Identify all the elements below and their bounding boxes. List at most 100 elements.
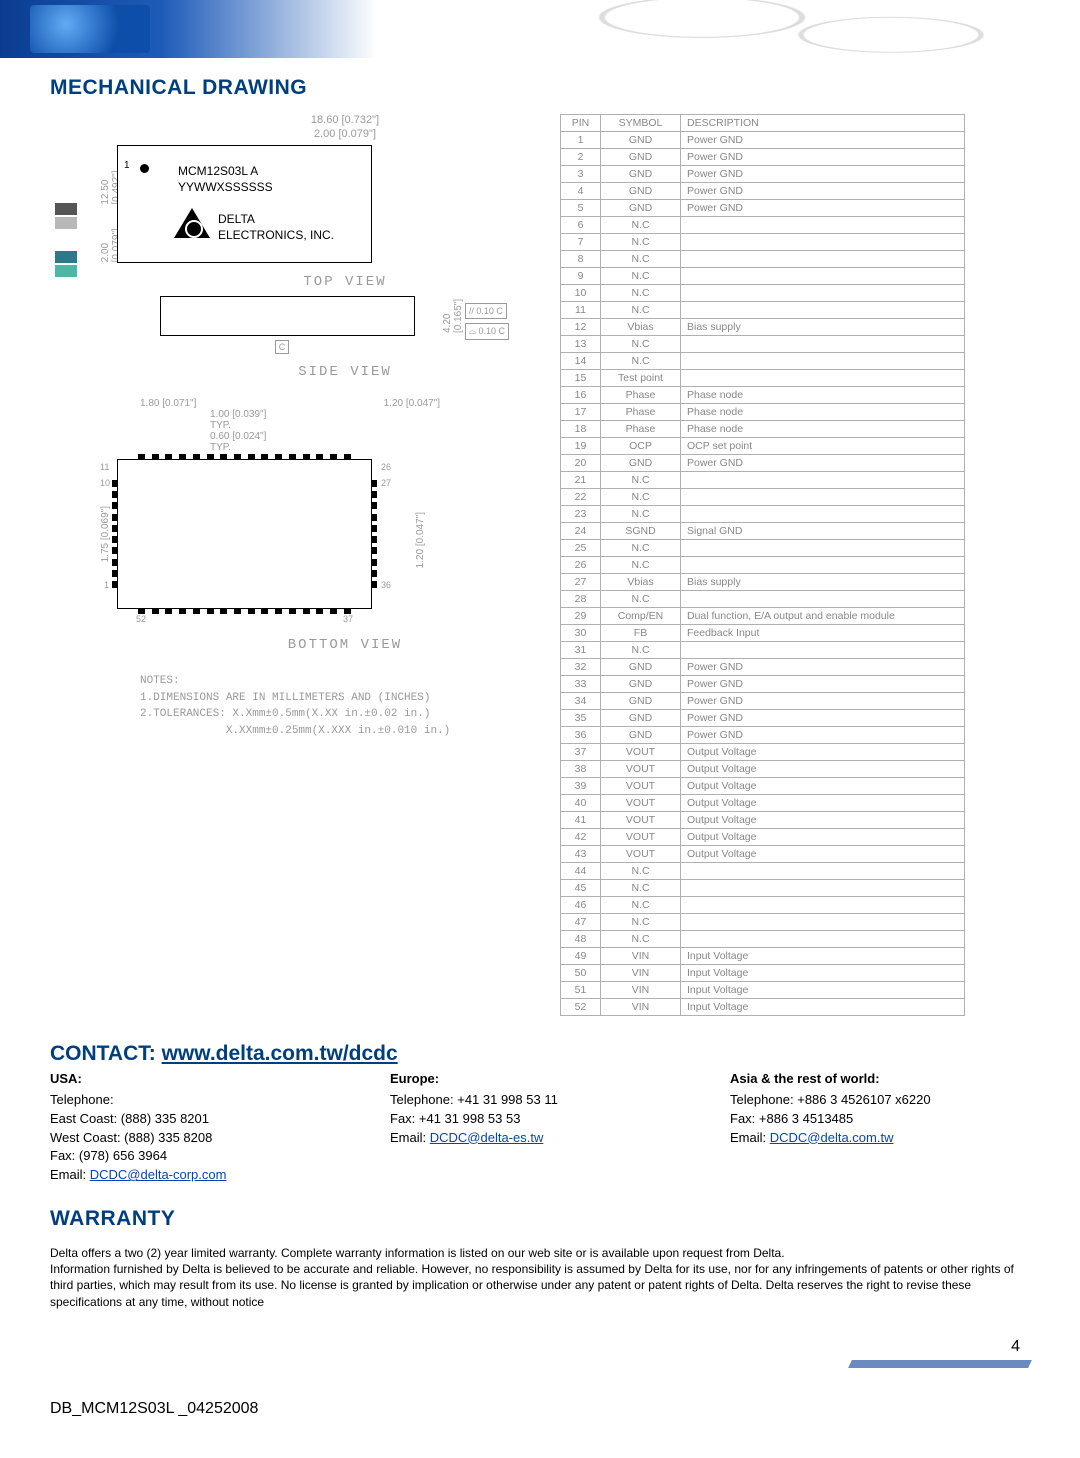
pin-27: 27 [381,478,391,488]
table-row: 21N.C [561,472,965,489]
table-row: 7N.C [561,234,965,251]
note-2: 2.TOLERANCES: X.Xmm±0.5mm(X.XX in.±0.02 … [140,706,530,723]
pin1-label: 1 [124,160,130,171]
table-row: 35GNDPower GND [561,710,965,727]
table-row: 32GNDPower GND [561,659,965,676]
contact-europe-title: Europe: [390,1070,690,1089]
dim-bottom-typ2: TYP. [210,442,530,453]
dim-bottom-left-v: 1.75 [0.069"] [100,506,111,562]
table-row: 8N.C [561,251,965,268]
dim-side-height: 4.20 [0.165"] [442,289,464,333]
table-row: 34GNDPower GND [561,693,965,710]
table-row: 2GNDPower GND [561,149,965,166]
table-row: 47N.C [561,914,965,931]
table-row: 50VINInput Voltage [561,965,965,982]
table-row: 17PhasePhase node [561,404,965,421]
contact-line: Fax: +41 31 998 53 53 [390,1110,690,1129]
section-title-warranty: WARRANTY [50,1207,1030,1231]
pin-table-header: SYMBOL [601,115,681,132]
section-title-contact: CONTACT: www.delta.com.tw/dcdc [50,1042,1030,1066]
module-company: ELECTRONICS, INC. [218,228,334,242]
table-row: 5GNDPower GND [561,200,965,217]
table-row: 29Comp/ENDual function, E/A output and e… [561,608,965,625]
usa-email-link[interactable]: DCDC@delta-corp.com [90,1167,227,1182]
table-row: 33GNDPower GND [561,676,965,693]
contact-europe: Europe: Telephone: +41 31 998 53 11Fax: … [390,1070,690,1185]
contact-line: Telephone: +41 31 998 53 11 [390,1091,690,1110]
label-bottom-view: BOTTOM VIEW [160,637,530,653]
pin-11: 11 [100,462,109,472]
contact-line: Fax: +886 3 4513485 [730,1110,1030,1129]
table-row: 37VOUTOutput Voltage [561,744,965,761]
asia-email-link[interactable]: DCDC@delta.com.tw [770,1130,894,1145]
contact-asia: Asia & the rest of world: Telephone: +88… [730,1070,1030,1185]
dim-top-outer: 18.60 [0.732"] [160,114,530,126]
contact-columns: USA: Telephone:East Coast: (888) 335 820… [50,1070,1030,1185]
page-number: 4 [50,1338,1030,1356]
pin-table-header: PIN [561,115,601,132]
table-row: 51VINInput Voltage [561,982,965,999]
eu-email-label: Email: [390,1130,430,1145]
table-row: 46N.C [561,897,965,914]
table-row: 26N.C [561,557,965,574]
eu-email-link[interactable]: DCDC@delta-es.tw [430,1130,544,1145]
contact-line: Fax: (978) 656 3964 [50,1147,350,1166]
table-row: 22N.C [561,489,965,506]
label-side-view: SIDE VIEW [160,364,530,380]
table-row: 18PhasePhase node [561,421,965,438]
contact-line: East Coast: (888) 335 8201 [50,1110,350,1129]
module-datecode: YYWWXSSSSSS [178,180,273,194]
pin-26: 26 [381,462,391,472]
table-row: 24SGNDSignal GND [561,523,965,540]
table-row: 3GNDPower GND [561,166,965,183]
gd-t-profile: ⌓ 0.10 C [465,323,509,339]
table-row: 43VOUTOutput Voltage [561,846,965,863]
bottom-view-box: 11 26 10 27 1 36 52 37 1.20 [0.047"] [117,459,372,609]
table-row: 11N.C [561,302,965,319]
table-row: 23N.C [561,506,965,523]
label-top-view: TOP VIEW [160,274,530,290]
table-row: 45N.C [561,880,965,897]
contact-line: West Coast: (888) 335 8208 [50,1129,350,1148]
dim-bottom-left: 1.80 [0.071"] [140,398,196,409]
table-row: 36GNDPower GND [561,727,965,744]
table-row: 40VOUTOutput Voltage [561,795,965,812]
section-title-mechanical: MECHANICAL DRAWING [50,76,1030,100]
drawing-notes: NOTES: 1.DIMENSIONS ARE IN MILLIMETERS A… [140,673,530,739]
document-id: DB_MCM12S03L _04252008 [50,1400,1030,1438]
pin-table: PINSYMBOLDESCRIPTION 1GNDPower GND2GNDPo… [560,114,965,1016]
table-row: 4GNDPower GND [561,183,965,200]
pin-table-header: DESCRIPTION [681,115,965,132]
pin-36: 36 [381,580,391,590]
table-row: 30FBFeedback Input [561,625,965,642]
dim-left-inner: 2.00 [0.079"] [100,209,111,262]
pin-37: 37 [343,614,353,624]
table-row: 48N.C [561,931,965,948]
pin-1: 1 [104,580,109,590]
pin-52: 52 [136,614,146,624]
note-1: 1.DIMENSIONS ARE IN MILLIMETERS AND (INC… [140,690,530,707]
table-row: 49VINInput Voltage [561,948,965,965]
contact-url-link[interactable]: www.delta.com.tw/dcdc [162,1042,398,1065]
dim-bottom-right-v: 1.20 [0.047"] [415,512,426,568]
table-row: 19OCPOCP set point [561,438,965,455]
module-part-number: MCM12S03L A [178,164,258,178]
notes-title: NOTES: [140,673,530,690]
table-row: 12VbiasBias supply [561,319,965,336]
header-banner [0,0,1080,58]
dim-bottom-sub2: 0.60 [0.024"] [210,431,530,442]
table-row: 42VOUTOutput Voltage [561,829,965,846]
table-row: 31N.C [561,642,965,659]
table-row: 28N.C [561,591,965,608]
footer-decor [50,1360,1030,1390]
contact-asia-title: Asia & the rest of world: [730,1070,1030,1089]
table-row: 9N.C [561,268,965,285]
note-3: X.XXmm±0.25mm(X.XXX in.±0.010 in.) [140,723,530,740]
table-row: 44N.C [561,863,965,880]
table-row: 10N.C [561,285,965,302]
table-row: 1GNDPower GND [561,132,965,149]
asia-email-label: Email: [730,1130,770,1145]
table-row: 39VOUTOutput Voltage [561,778,965,795]
gd-t-flatness: // 0.10 C [465,303,507,319]
contact-usa-title: USA: [50,1070,350,1089]
